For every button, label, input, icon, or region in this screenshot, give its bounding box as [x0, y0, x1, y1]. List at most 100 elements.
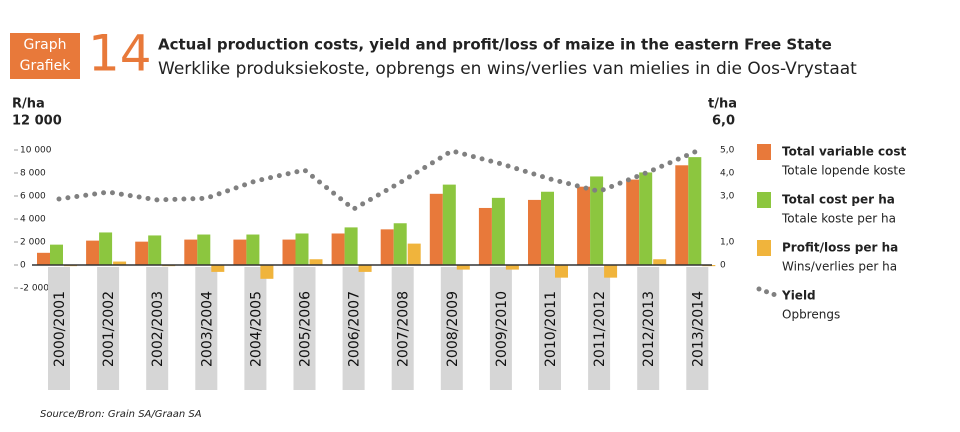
bar — [331, 233, 345, 265]
bar — [456, 265, 470, 270]
legend-label-af: Wins/verlies per ha — [782, 260, 897, 274]
legend-label-af: Opbrengs — [782, 308, 840, 322]
bar — [478, 207, 492, 265]
x-tick-label: 2003/2004 — [199, 291, 215, 367]
x-tick-label: 2013/2014 — [690, 291, 706, 367]
bar — [37, 252, 50, 265]
y-tick-label: 4 000 — [20, 215, 46, 225]
y-tick-label: 0 — [20, 261, 26, 271]
y-tick-label: 6 000 — [20, 192, 46, 202]
x-tick-label: 2009/2010 — [494, 291, 510, 367]
y-tick-label: 2 000 — [20, 238, 46, 248]
legend-swatch — [756, 286, 781, 299]
source: Source/Bron: Grain SA/Graan SA — [40, 409, 202, 420]
category-band — [637, 267, 660, 390]
category-band — [391, 267, 414, 390]
yield-line — [56, 148, 700, 213]
bar — [86, 240, 100, 265]
x-tick-label: 2006/2007 — [347, 291, 363, 367]
bar — [675, 165, 689, 265]
y2-tick-label: 0 — [720, 261, 726, 271]
bar — [211, 265, 225, 272]
bar — [246, 234, 260, 265]
category-band — [195, 267, 218, 390]
bar — [344, 227, 358, 265]
category-band — [440, 267, 463, 390]
bar — [577, 186, 591, 265]
legend-label-af: Totale koste per ha — [781, 212, 896, 226]
y2-tick-label: 6,0 — [712, 114, 735, 129]
x-tick-label: 2000/2001 — [52, 291, 68, 367]
graph-label-af: Grafiek — [20, 58, 72, 74]
y2-tick-label: 4,0 — [720, 169, 735, 179]
x-tick-label: 2008/2009 — [445, 291, 461, 367]
legend-label-af: Totale lopende koste — [781, 164, 906, 178]
bar — [541, 191, 554, 265]
bar — [282, 239, 296, 265]
bar — [197, 234, 211, 265]
category-band — [342, 267, 365, 390]
legend-swatch — [757, 240, 771, 256]
bar — [604, 265, 618, 278]
bar — [491, 197, 505, 265]
bar — [380, 229, 394, 265]
bar — [99, 232, 113, 265]
y-axis-label: R/ha — [12, 97, 45, 112]
graph-badge — [10, 33, 80, 79]
bar — [442, 184, 456, 265]
y-tick-label: -2 000 — [20, 284, 49, 294]
category-band — [146, 267, 169, 390]
bar — [309, 259, 323, 265]
legend-swatch — [757, 192, 771, 208]
legend-label: Total variable cost — [782, 145, 907, 159]
legend-label: Yield — [781, 289, 816, 303]
bar — [135, 241, 149, 265]
x-tick-label: 2001/2002 — [101, 291, 117, 367]
category-band — [48, 267, 70, 390]
y-tick-label: 8 000 — [20, 169, 46, 179]
x-tick-label: 2010/2011 — [543, 291, 559, 367]
category-band — [97, 267, 120, 390]
legend-label: Total cost per ha — [782, 193, 895, 207]
x-tick-label: 2004/2005 — [248, 291, 264, 367]
x-tick-label: 2002/2003 — [150, 291, 166, 367]
legend-label: Profit/loss per ha — [782, 241, 898, 255]
bar — [626, 179, 640, 265]
bar — [295, 233, 309, 265]
category-band — [686, 267, 709, 390]
bar — [148, 235, 162, 265]
category-band — [489, 267, 512, 390]
chart-subtitle: Werklike produksiekoste, opbrengs en win… — [158, 59, 857, 79]
bar — [688, 157, 702, 265]
y2-tick-label: 3,0 — [720, 192, 735, 202]
category-band — [539, 267, 561, 390]
bar — [653, 259, 667, 265]
bar — [528, 199, 541, 265]
y2-axis-label: t/ha — [708, 97, 737, 112]
bar — [590, 176, 604, 265]
bar — [233, 239, 247, 265]
x-tick-label: 2007/2008 — [396, 291, 412, 367]
x-tick-label: 2012/2013 — [641, 291, 657, 367]
x-tick-label: 2011/2012 — [592, 291, 608, 367]
legend-swatch — [757, 144, 771, 160]
bar — [113, 261, 127, 265]
bar — [505, 265, 519, 270]
bar — [260, 265, 274, 279]
category-band — [588, 267, 611, 390]
graph-label: Graph — [24, 37, 67, 53]
bar — [393, 223, 407, 265]
x-tick-label: 2005/2006 — [298, 291, 314, 367]
y2-tick-label: 5,0 — [720, 146, 735, 156]
y2-tick-label: 1,0 — [720, 238, 735, 248]
graph-number: 14 — [88, 25, 152, 83]
bar — [429, 193, 443, 265]
bar — [639, 172, 653, 265]
category-band — [293, 267, 316, 390]
bar — [50, 244, 63, 265]
category-band — [244, 267, 267, 390]
bar — [407, 243, 421, 265]
bar — [555, 265, 568, 278]
y-tick-label: 12 000 — [12, 114, 62, 129]
